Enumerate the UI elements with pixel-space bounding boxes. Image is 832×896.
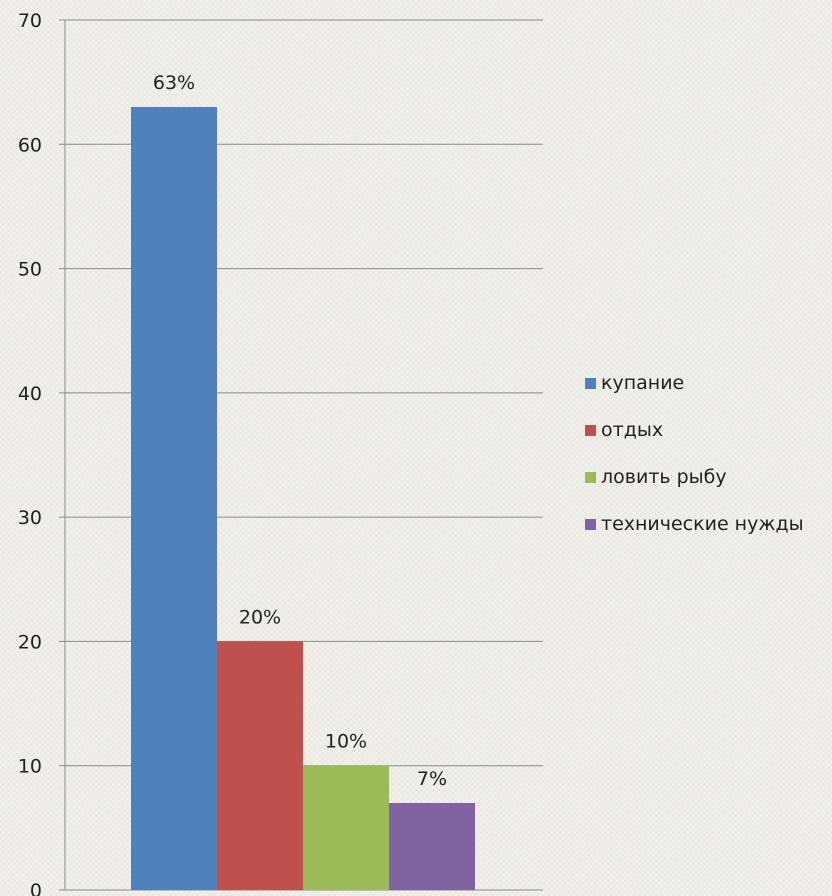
data-labels: 63% 20% 10% 7% [153,72,447,790]
data-label: 20% [239,606,281,628]
legend-entry: отдых [601,419,663,441]
data-label: 10% [325,731,367,753]
legend-entry: технические нужды [601,513,804,535]
y-tick-label: 10 [18,756,42,778]
y-tick-label: 30 [18,507,42,529]
legend-entry: ловить рыбу [601,466,727,488]
legend: купание отдых ловить рыбу технические нужды [585,372,804,535]
y-tick-label: 20 [18,631,42,653]
bar-2 [217,641,303,890]
data-label: 63% [153,72,195,94]
legend-entry: купание [601,372,684,394]
data-label: 7% [417,768,447,790]
y-tick-label: 60 [18,134,42,156]
y-axis-tick-labels: 0 10 20 30 40 50 60 70 [18,10,42,896]
legend-swatch [585,425,596,436]
y-tick-label: 0 [30,880,42,896]
bar-4 [389,803,475,890]
y-tick-label: 40 [18,383,42,405]
legend-swatch [585,378,596,389]
bar-1 [131,107,217,890]
legend-swatch [585,472,596,483]
bar-3 [303,765,389,890]
legend-swatch [585,519,596,530]
y-tick-label: 70 [18,10,42,32]
y-tick-label: 50 [18,259,42,281]
bars [131,107,475,890]
